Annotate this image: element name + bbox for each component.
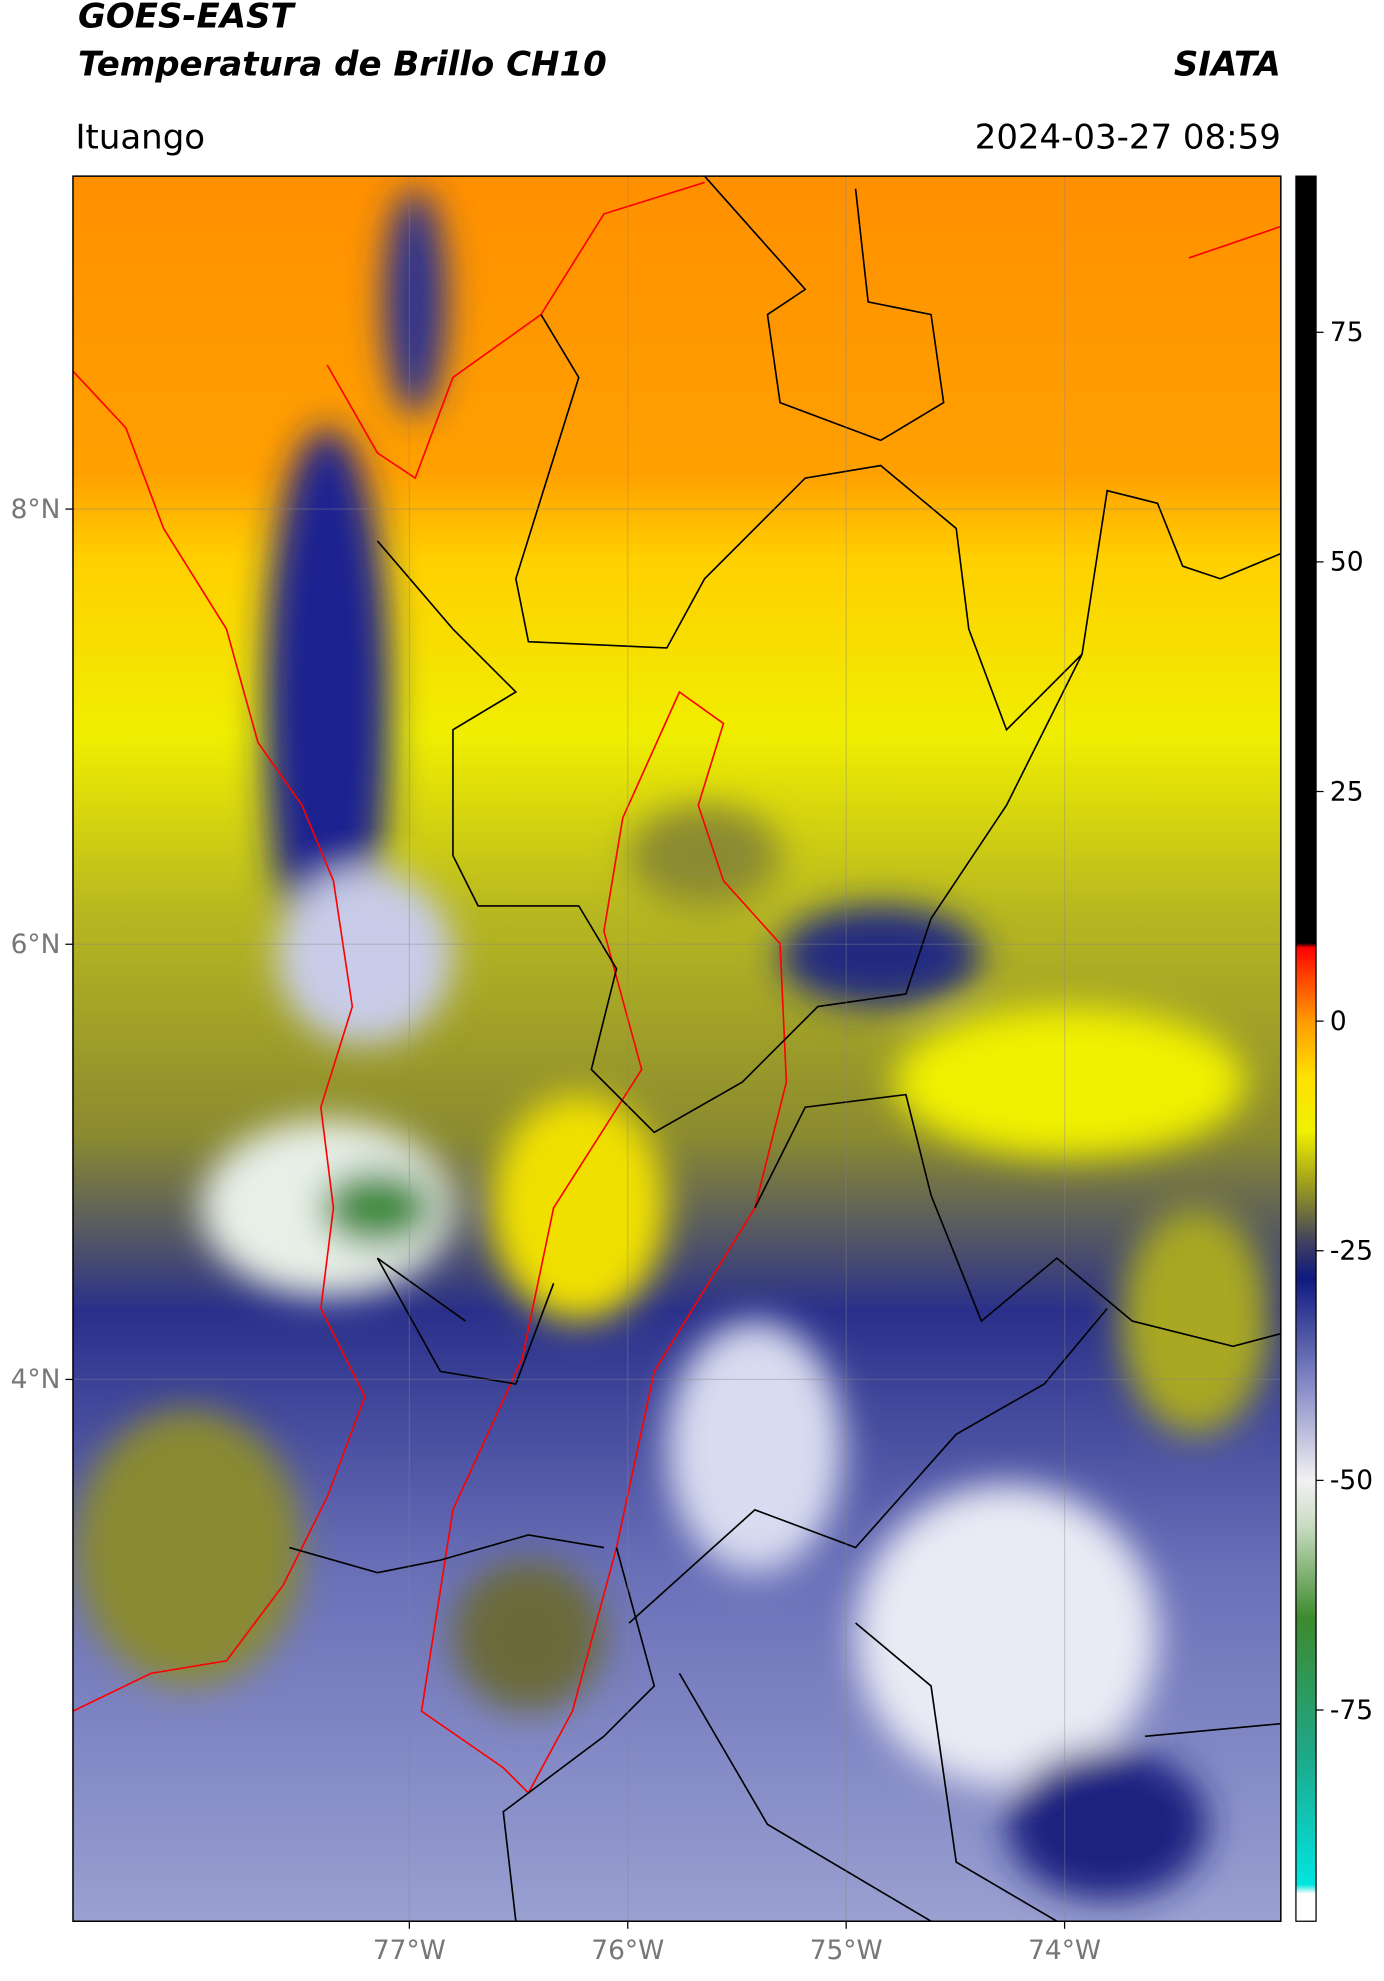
colorbar-tick-label: 25 bbox=[1330, 776, 1364, 807]
lon-label: 77°W bbox=[373, 1935, 446, 1966]
subtitle: Temperatura de Brillo CH10 bbox=[78, 44, 607, 84]
colorbar-tick-label: 0 bbox=[1330, 1006, 1347, 1037]
colorbar-tick-label: 75 bbox=[1330, 317, 1364, 348]
lat-label: 8°N bbox=[11, 494, 61, 525]
lon-label: 74°W bbox=[1028, 1935, 1101, 1966]
colorbar-tick-label: 50 bbox=[1330, 547, 1364, 578]
organization: SIATA bbox=[1174, 44, 1281, 84]
lat-label: 6°N bbox=[11, 929, 61, 960]
datetime: 2024-03-27 08:59 bbox=[975, 117, 1281, 157]
title: GOES-EAST bbox=[78, 0, 296, 37]
lon-label: 76°W bbox=[591, 1935, 664, 1966]
lon-label: 75°W bbox=[810, 1935, 883, 1966]
location: Ituango bbox=[75, 117, 205, 157]
colorbar-tick-label: -50 bbox=[1330, 1465, 1373, 1496]
colorbar bbox=[1295, 175, 1317, 1922]
colorbar-ticks: 75 50 25 0 -25 -50 -75 bbox=[1316, 317, 1373, 1726]
colorbar-tick-label: -25 bbox=[1330, 1236, 1373, 1267]
satellite-image bbox=[72, 176, 1281, 1922]
map-frame bbox=[72, 175, 1282, 1922]
graticule: 8°N 6°N 4°N 77°W 76°W 75°W 74°W bbox=[11, 176, 1281, 1966]
lat-label: 4°N bbox=[11, 1364, 61, 1395]
colorbar-tick-label: -75 bbox=[1330, 1695, 1373, 1726]
